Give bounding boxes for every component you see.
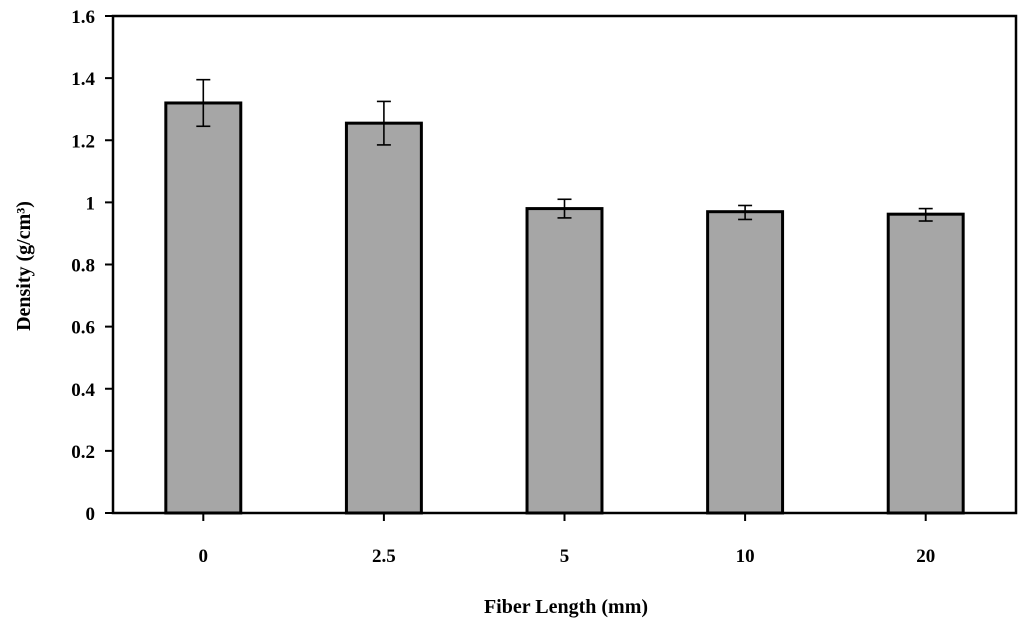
y-axis-title: Density (g/cm³): [13, 201, 35, 331]
x-axis-ticks: 0 2.5 5 10 20: [199, 513, 935, 567]
y-axis-ticks: 0 0.2 0.4 0.6 0.8 1 1.2 1.4 1.6: [71, 7, 113, 525]
y-tick-label: 0.8: [71, 256, 95, 277]
bar: [525, 207, 604, 515]
y-tick-label: 0.4: [71, 380, 95, 401]
bar: [164, 101, 243, 515]
y-tick-label: 0.2: [71, 442, 95, 463]
bar: [344, 121, 423, 515]
y-tick-label: 1.2: [71, 131, 95, 152]
y-tick-label: 1: [86, 193, 96, 214]
error-bars: [196, 78, 933, 222]
y-tick-label: 1.4: [71, 69, 95, 90]
y-tick-label: 1.6: [71, 7, 95, 28]
x-tick-label: 5: [560, 546, 570, 567]
x-tick-label: 20: [916, 546, 935, 567]
x-tick-label: 0: [199, 546, 209, 567]
bars: [164, 101, 965, 515]
x-axis-title: Fiber Length (mm): [484, 596, 648, 618]
bar: [706, 210, 785, 515]
bar: [886, 212, 965, 515]
y-tick-label: 0: [86, 504, 96, 525]
x-tick-label: 2.5: [372, 546, 396, 567]
x-tick-label: 10: [736, 546, 755, 567]
y-tick-label: 0.6: [71, 318, 95, 339]
